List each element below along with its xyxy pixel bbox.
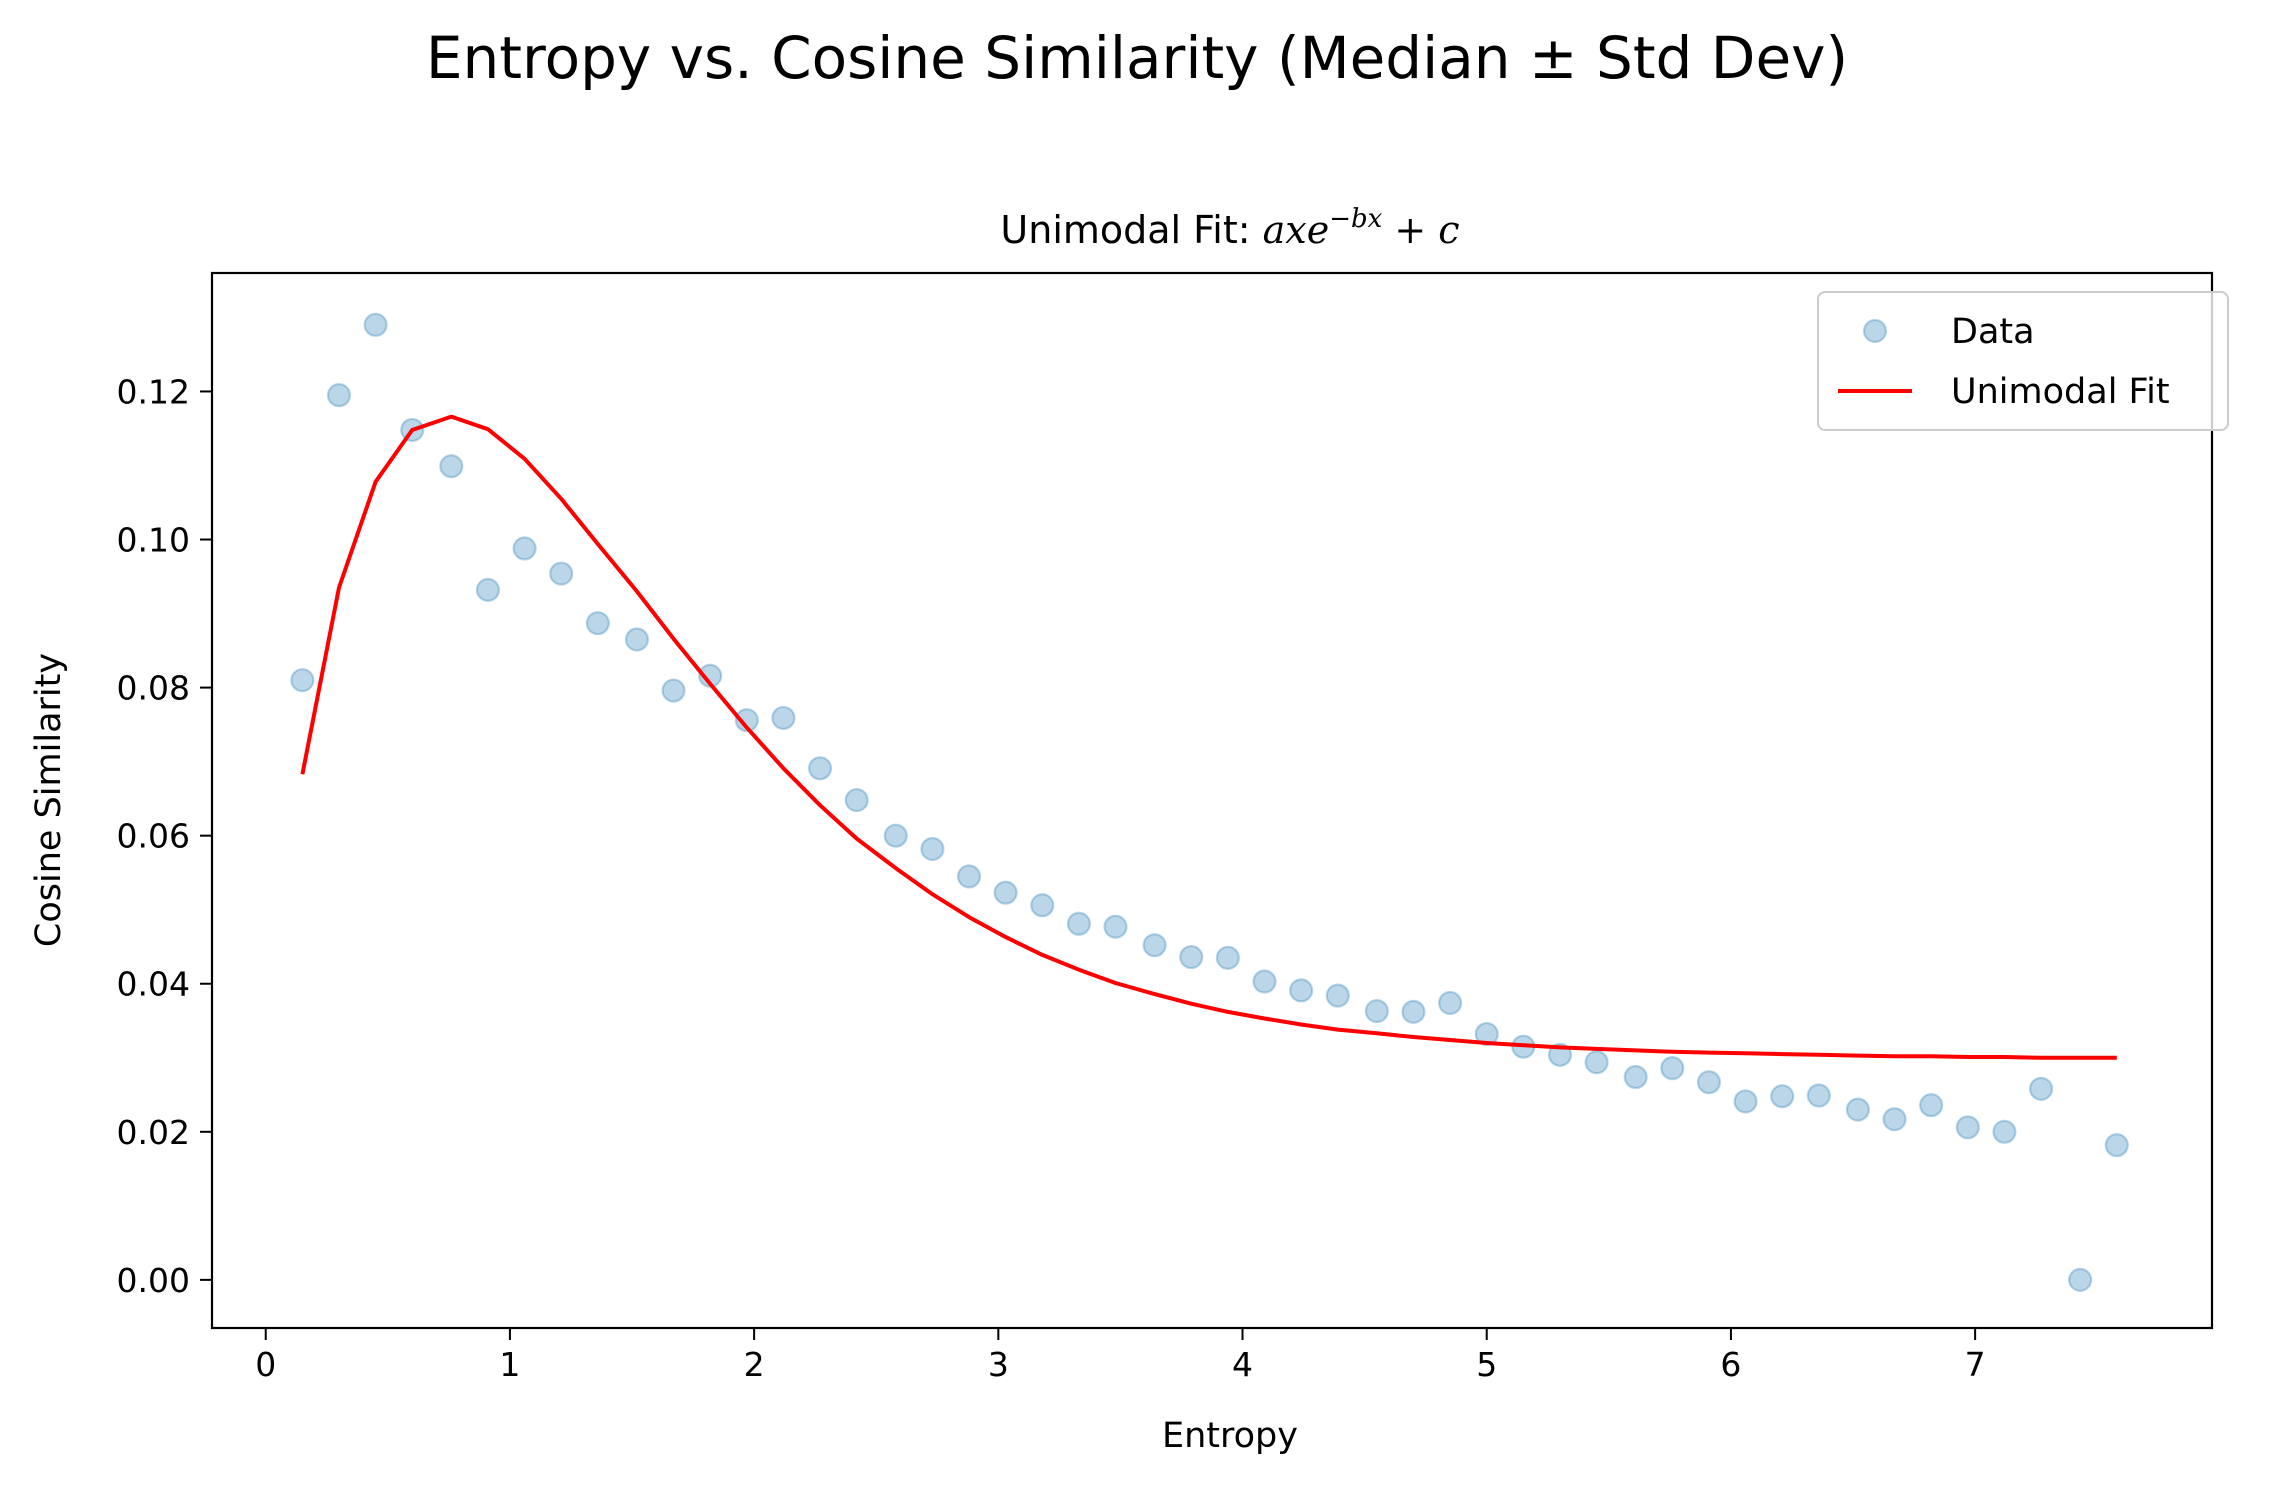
data-point [1437, 990, 1463, 1016]
fit-line [300, 414, 2117, 1060]
data-point [1030, 893, 1055, 918]
axes-title-formula-base: axe [1263, 208, 1330, 252]
data-point [2104, 1133, 2129, 1158]
data-point [1584, 1050, 1609, 1075]
axes-title: Unimodal Fit: axe−bx + c [1000, 204, 1459, 252]
data-point [1066, 911, 1092, 936]
data-point [1364, 999, 1389, 1024]
y-tick-label: 0.04 [117, 965, 190, 1004]
x-tick-label: 7 [1965, 1345, 1986, 1384]
x-tick-label: 3 [988, 1345, 1009, 1384]
x-tick-label: 1 [499, 1345, 520, 1384]
x-axis-label: Entropy [1162, 1416, 1298, 1456]
x-tick-label: 2 [744, 1345, 765, 1384]
data-point [585, 611, 610, 636]
data-point [1955, 1115, 1980, 1140]
axes-title-prefix: Unimodal Fit: [1000, 208, 1262, 252]
legend-frame [1817, 291, 2229, 431]
plot-frame [210, 271, 2214, 1330]
data-point [363, 312, 388, 337]
data-point [807, 756, 833, 781]
data-point [1103, 914, 1128, 939]
data-point [1401, 999, 1426, 1024]
data-point [844, 788, 869, 813]
y-axis-ticks: 0.00 0.02 0.04 0.06 0.08 0.10 0.12 [117, 372, 212, 1300]
y-axis-label: Cosine Similarity [29, 653, 69, 947]
y-tick-label: 0.08 [117, 669, 190, 708]
x-axis-ticks: 0 1 2 3 4 5 6 7 [255, 1328, 1986, 1384]
data-point [920, 836, 945, 862]
axes-title-formula-exp: −bx [1329, 204, 1382, 234]
figure-suptitle: Entropy vs. Cosine Similarity (Median ± … [426, 24, 1848, 92]
x-tick-label: 0 [255, 1345, 276, 1384]
y-tick-label: 0.12 [117, 372, 190, 411]
data-point [624, 627, 650, 652]
fit-line-series [300, 414, 2117, 1060]
data-point [2028, 1076, 2054, 1101]
data-point [1696, 1070, 1722, 1095]
y-tick-label: 0.00 [117, 1261, 190, 1300]
data-point [1289, 978, 1314, 1003]
data-point [1733, 1089, 1758, 1114]
y-tick-label: 0.10 [117, 521, 190, 560]
data-point [475, 577, 501, 602]
data-point [993, 880, 1018, 905]
data-point [1660, 1056, 1685, 1081]
data-point [1474, 1021, 1499, 1047]
data-point [883, 823, 908, 848]
data-point [1215, 945, 1240, 970]
y-tick-label: 0.06 [117, 817, 190, 856]
data-point [1142, 933, 1167, 958]
legend-label-fit: Unimodal Fit [1951, 372, 2170, 412]
data-point [734, 708, 759, 733]
data-point [1623, 1064, 1648, 1090]
data-point [549, 561, 574, 586]
legend: Data Unimodal Fit [1817, 291, 2229, 431]
data-point [439, 454, 464, 479]
x-tick-label: 6 [1720, 1345, 1741, 1384]
legend-label-data: Data [1951, 312, 2035, 352]
data-point [771, 705, 796, 731]
data-point [1806, 1083, 1831, 1108]
data-point [2068, 1267, 2093, 1292]
data-point [1845, 1097, 1871, 1122]
data-point [290, 668, 315, 693]
data-scatter-series [290, 312, 2129, 1292]
data-point [1325, 983, 1350, 1008]
data-point [1992, 1119, 2017, 1144]
data-point [1919, 1093, 1944, 1118]
data-point [661, 678, 686, 703]
data-point [956, 864, 982, 889]
legend-data-marker [1862, 318, 1888, 344]
data-point [1252, 969, 1277, 994]
data-point [1179, 944, 1204, 970]
y-tick-label: 0.02 [117, 1113, 190, 1152]
axes-title-formula-tail: + c [1382, 208, 1459, 252]
data-point [1770, 1084, 1795, 1109]
x-tick-label: 5 [1476, 1345, 1497, 1384]
data-point [326, 383, 352, 408]
data-point [512, 536, 537, 561]
data-point [1882, 1107, 1907, 1132]
x-tick-label: 4 [1232, 1345, 1253, 1384]
